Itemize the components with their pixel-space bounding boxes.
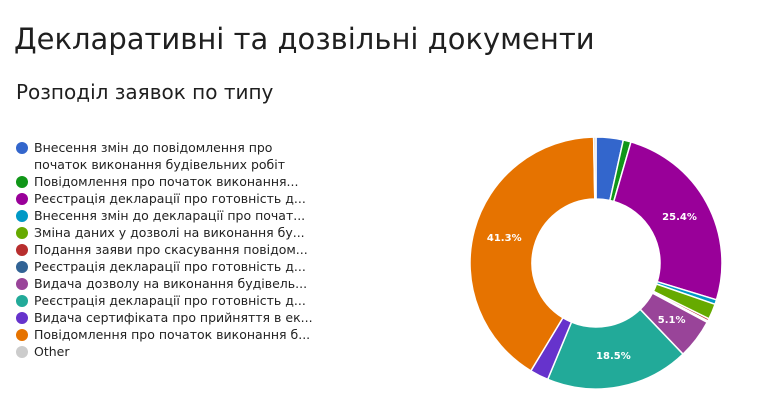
donut-slice[interactable] — [469, 136, 596, 372]
legend-swatch — [16, 277, 28, 290]
legend-item[interactable]: Подання заяви про скасування повідом... — [16, 241, 326, 258]
legend-label: Реєстрація декларації про готовність д..… — [34, 191, 306, 206]
legend-swatch — [16, 294, 28, 307]
legend-label: Зміна даних у дозволі на виконання бу... — [34, 225, 305, 240]
slice-data-label: 18.5% — [596, 351, 631, 362]
legend-swatch — [16, 345, 28, 358]
legend-swatch — [16, 226, 28, 239]
legend-label: Видача дозволу на виконання будівель... — [34, 276, 308, 291]
legend-label: Повідомлення про початок виконання... — [34, 174, 299, 189]
legend-swatch — [16, 209, 28, 222]
donut-slice[interactable] — [592, 136, 597, 200]
legend-item[interactable]: Other — [16, 343, 326, 360]
legend-label: Внесення змін до декларації про почат... — [34, 208, 306, 223]
legend-item[interactable]: Видача сертифіката про прийняття в ек... — [16, 309, 326, 326]
legend-label: Внесення змін до повідомлення про почато… — [34, 140, 286, 172]
legend-swatch — [16, 243, 28, 256]
legend-label: Other — [34, 344, 70, 359]
slice-data-label: 5.1% — [658, 315, 686, 326]
slice-data-label: 41.3% — [487, 233, 522, 244]
page-title: Декларативні та дозвільні документи — [14, 22, 595, 57]
legend-swatch — [16, 141, 28, 154]
legend-item[interactable]: Видача дозволу на виконання будівель... — [16, 275, 326, 292]
legend-label: Повідомлення про початок виконання б... — [34, 327, 311, 342]
legend-item[interactable]: Реєстрація декларації про готовність д..… — [16, 292, 326, 309]
legend-label: Видача сертифіката про прийняття в ек... — [34, 310, 313, 325]
legend-item[interactable]: Внесення змін до повідомлення про почато… — [16, 139, 326, 173]
legend-swatch — [16, 192, 28, 205]
slice-data-label: 25.4% — [662, 212, 697, 223]
chart-legend: Внесення змін до повідомлення про почато… — [16, 139, 326, 360]
legend-swatch — [16, 328, 28, 341]
legend-label: Подання заяви про скасування повідом... — [34, 242, 308, 257]
legend-swatch — [16, 175, 28, 188]
legend-item[interactable]: Повідомлення про початок виконання... — [16, 173, 326, 190]
legend-item[interactable]: Повідомлення про початок виконання б... — [16, 326, 326, 343]
legend-swatch — [16, 260, 28, 273]
chart-title: Розподіл заявок по типу — [16, 79, 274, 104]
donut-slice[interactable] — [612, 141, 723, 301]
donut-chart: 25.4% 5.1% 18.5% 41.3% — [469, 136, 723, 390]
legend-item[interactable]: Реєстрація декларації про готовність д..… — [16, 190, 326, 207]
legend-item[interactable]: Внесення змін до декларації про почат... — [16, 207, 326, 224]
legend-swatch — [16, 311, 28, 324]
legend-label: Реєстрація декларації про готовність д..… — [34, 293, 306, 308]
legend-label: Реєстрація декларації про готовність д..… — [34, 259, 306, 274]
legend-item[interactable]: Зміна даних у дозволі на виконання бу... — [16, 224, 326, 241]
legend-item[interactable]: Реєстрація декларації про готовність д..… — [16, 258, 326, 275]
